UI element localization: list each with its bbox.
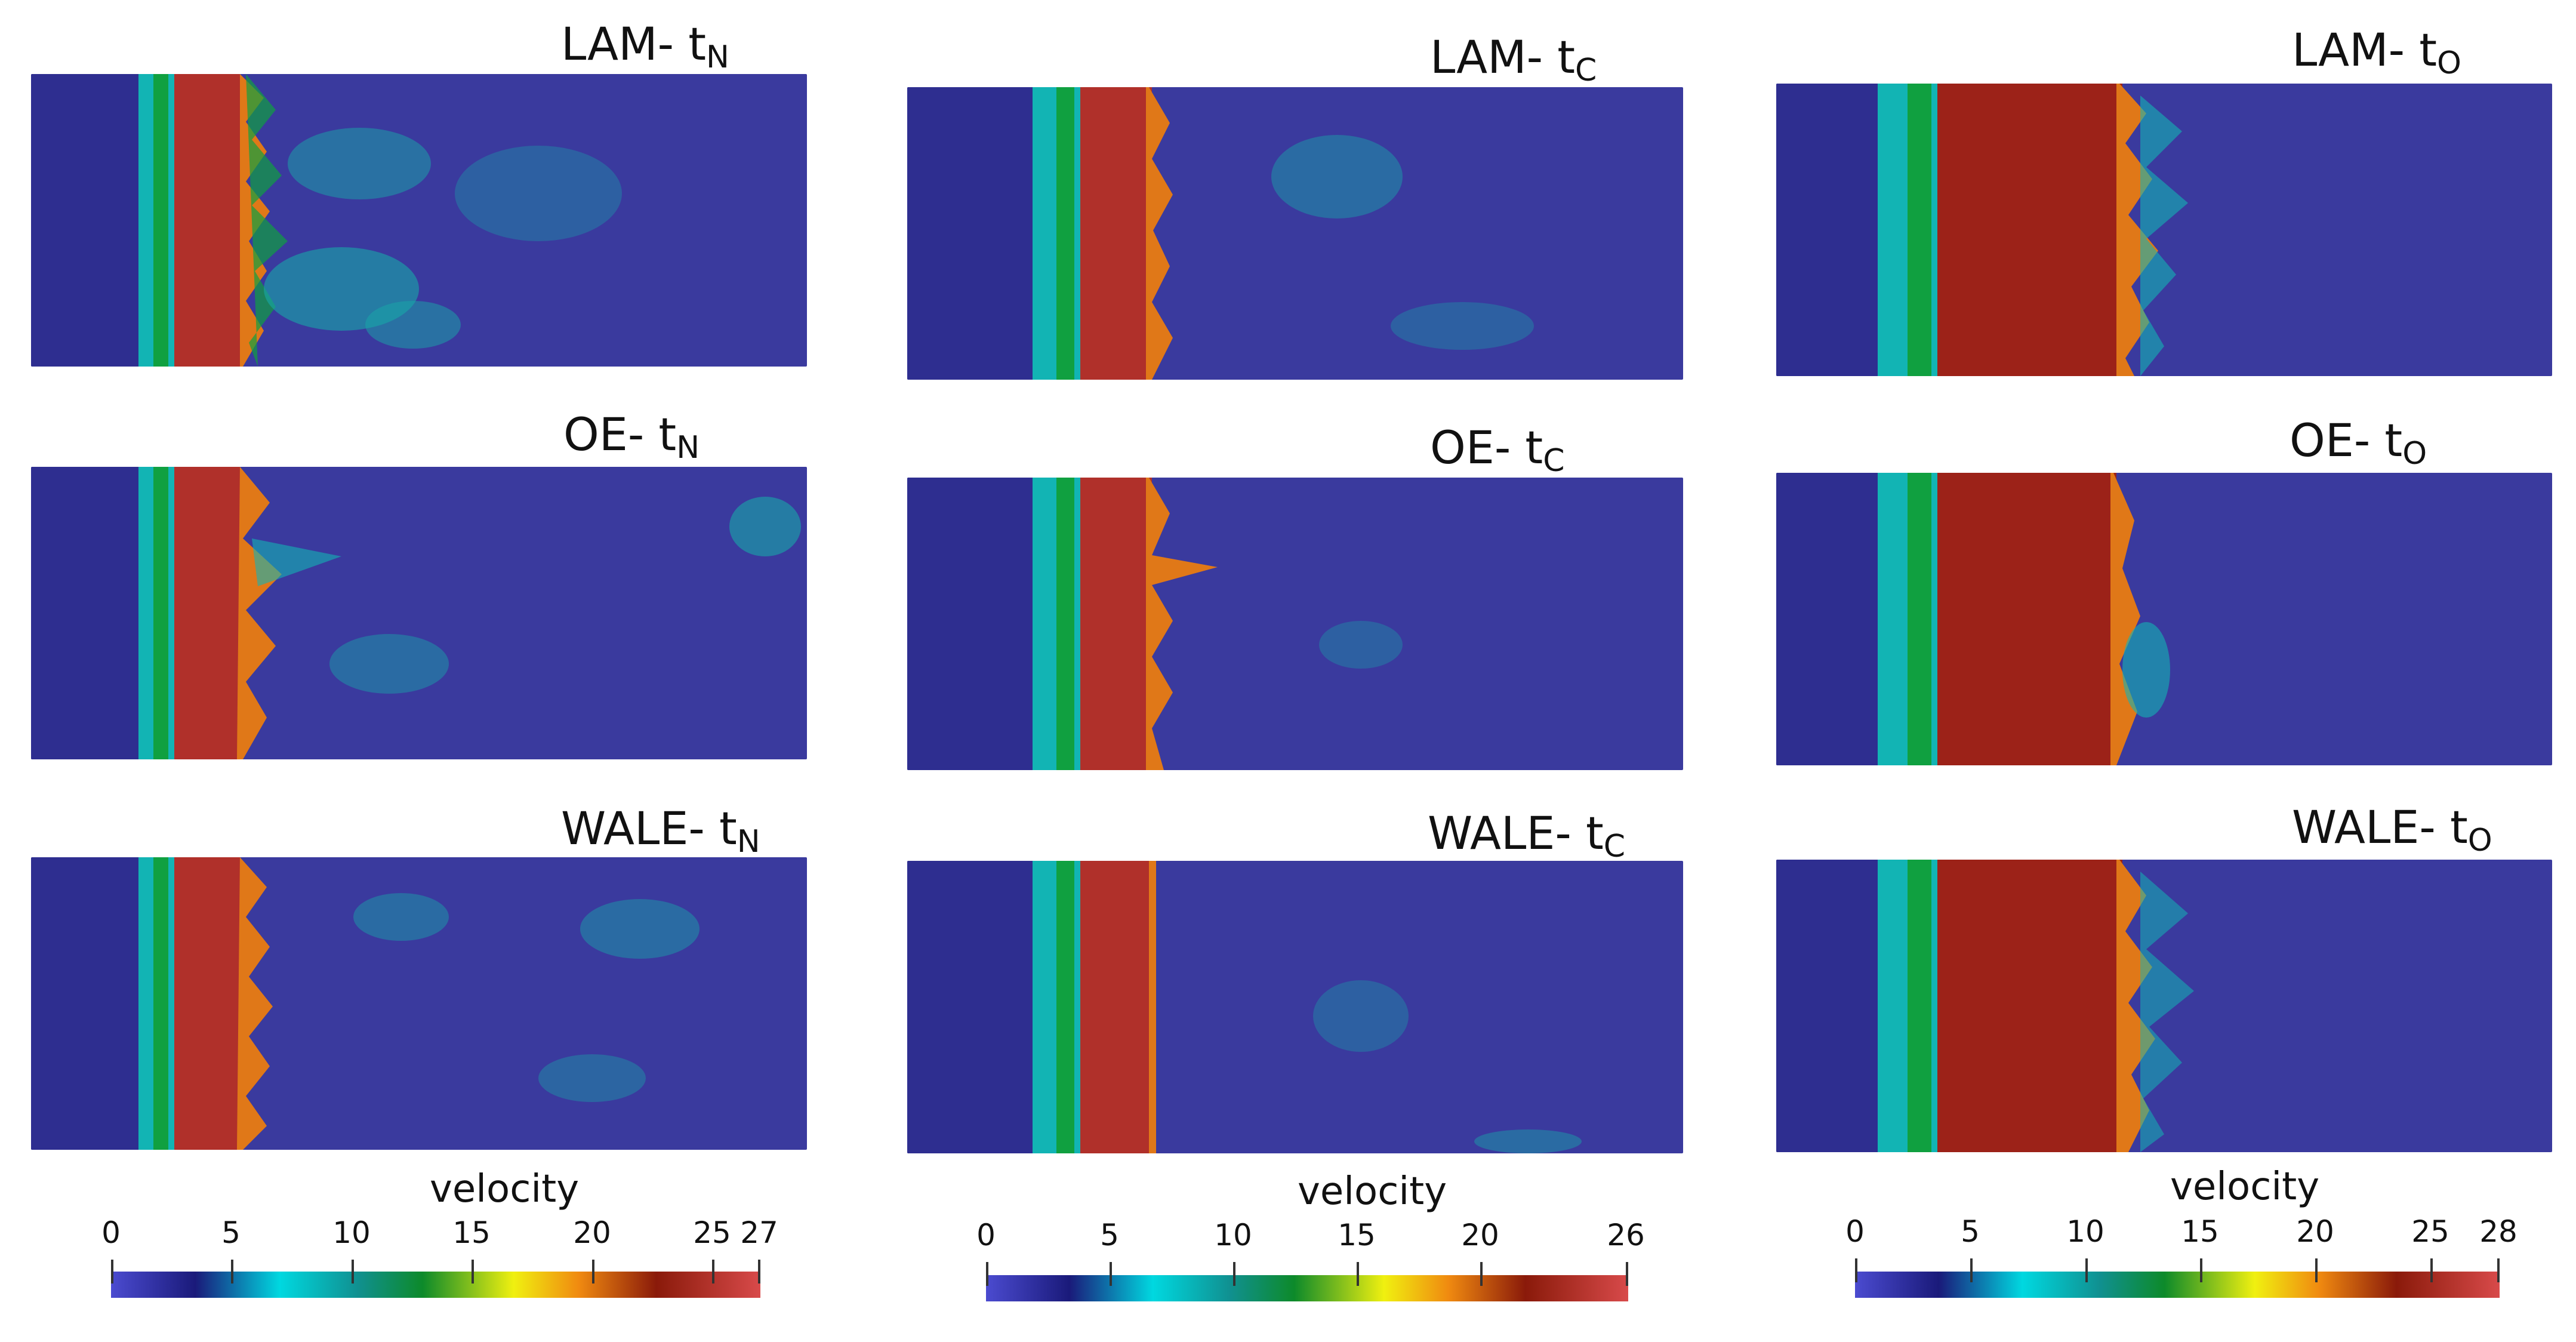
colorbar-3-tick [1855,1258,1857,1282]
colorbar-3-tick [2315,1258,2318,1282]
colorbar-3-tick-label: 10 [2066,1214,2104,1249]
label-wale-tn: WALE- tN [561,802,760,860]
colorbar-1-tick-label: 15 [452,1215,491,1250]
colorbar-1-tick-label: 27 [740,1215,778,1250]
colorbar-1-tick-label: 5 [221,1215,241,1250]
colorbar-1-tick [758,1260,760,1283]
colorbar-1-tick [352,1260,354,1283]
colorbar-1-tick-label: 25 [693,1215,731,1250]
colorbar-2-tick [1110,1262,1112,1286]
colorbar-1-tick-label: 10 [332,1215,371,1250]
colorbar-1-tick [231,1260,233,1283]
label-lam-tc: LAM- tC [1430,30,1597,88]
colorbar-2-tick [1626,1262,1628,1286]
panel-lam-tn [31,74,807,367]
colorbar-3-tick-label: 5 [1961,1214,1980,1249]
panel-oe-tc [907,478,1683,770]
label-oe-to: OE- tO [2290,414,2427,472]
colorbar-3-tick [2430,1258,2433,1282]
colorbar-1-tick [472,1260,474,1283]
label-oe-tn: OE- tN [563,408,700,466]
colorbar-3-tick-label: 25 [2411,1214,2449,1249]
colorbar-3-tick [2085,1258,2088,1282]
label-lam-tn: LAM- tN [561,17,729,75]
colorbar-2 [986,1275,1628,1301]
panel-oe-tn [31,467,807,759]
panel-lam-tc [907,87,1683,380]
colorbar-2-tick-label: 10 [1214,1218,1252,1252]
colorbar-2-tick-label: 15 [1338,1218,1376,1252]
colorbar-2-tick-label: 26 [1607,1218,1645,1252]
label-lam-to: LAM- tO [2292,23,2461,81]
colorbar-1-tick [712,1260,714,1283]
colorbar-2-tick-label: 20 [1461,1218,1499,1252]
colorbar-3-tick-label: 28 [2479,1214,2518,1249]
colorbar-1-tick [111,1260,113,1283]
colorbar-1-tick-label: 20 [573,1215,611,1250]
colorbar-3-tick-label: 15 [2181,1214,2219,1249]
colorbar-3-tick-label: 0 [1845,1214,1865,1249]
colorbar-1-tick-label: 0 [101,1215,121,1250]
panel-oe-to [1776,473,2552,765]
panel-lam-to [1776,84,2552,376]
colorbar-3-tick [2200,1258,2202,1282]
panel-wale-tc [907,861,1683,1153]
colorbar-2-title: velocity [1298,1169,1447,1214]
colorbar-3-tick [1970,1258,1973,1282]
colorbar-2-tick-label: 5 [1100,1218,1119,1252]
colorbar-2-tick-label: 0 [976,1218,996,1252]
colorbar-3 [1855,1272,2500,1298]
label-wale-to: WALE- tO [2292,801,2492,858]
colorbar-1-tick [592,1260,594,1283]
panel-wale-tn [31,857,807,1150]
colorbar-2-tick [1480,1262,1483,1286]
colorbar-3-tick [2497,1258,2500,1282]
label-wale-tc: WALE- tC [1428,807,1626,864]
panel-wale-to [1776,860,2552,1152]
colorbar-3-tick-label: 20 [2296,1214,2334,1249]
colorbar-1-title: velocity [430,1167,580,1211]
colorbar-1 [111,1272,760,1298]
label-oe-tc: OE- tC [1430,421,1565,479]
colorbar-2-tick [986,1262,988,1286]
colorbar-2-tick [1233,1262,1235,1286]
colorbar-3-title: velocity [2170,1165,2320,1209]
colorbar-2-tick [1357,1262,1359,1286]
